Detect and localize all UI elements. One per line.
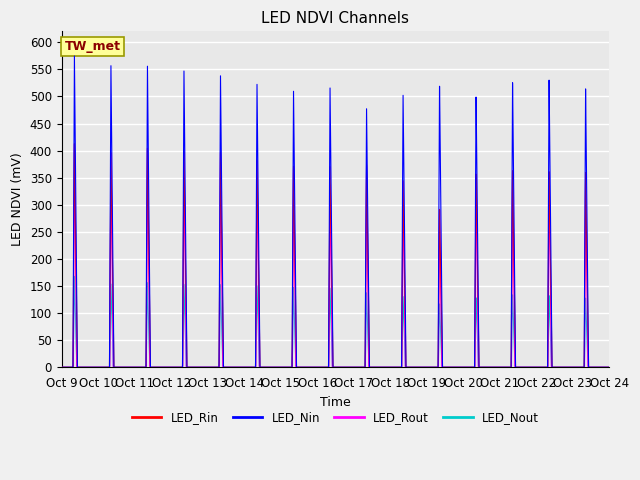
X-axis label: Time: Time: [320, 396, 351, 408]
Y-axis label: LED NDVI (mV): LED NDVI (mV): [11, 153, 24, 246]
Legend: LED_Rin, LED_Nin, LED_Rout, LED_Nout: LED_Rin, LED_Nin, LED_Rout, LED_Nout: [127, 406, 544, 429]
Title: LED NDVI Channels: LED NDVI Channels: [262, 11, 410, 26]
Text: TW_met: TW_met: [65, 40, 120, 53]
